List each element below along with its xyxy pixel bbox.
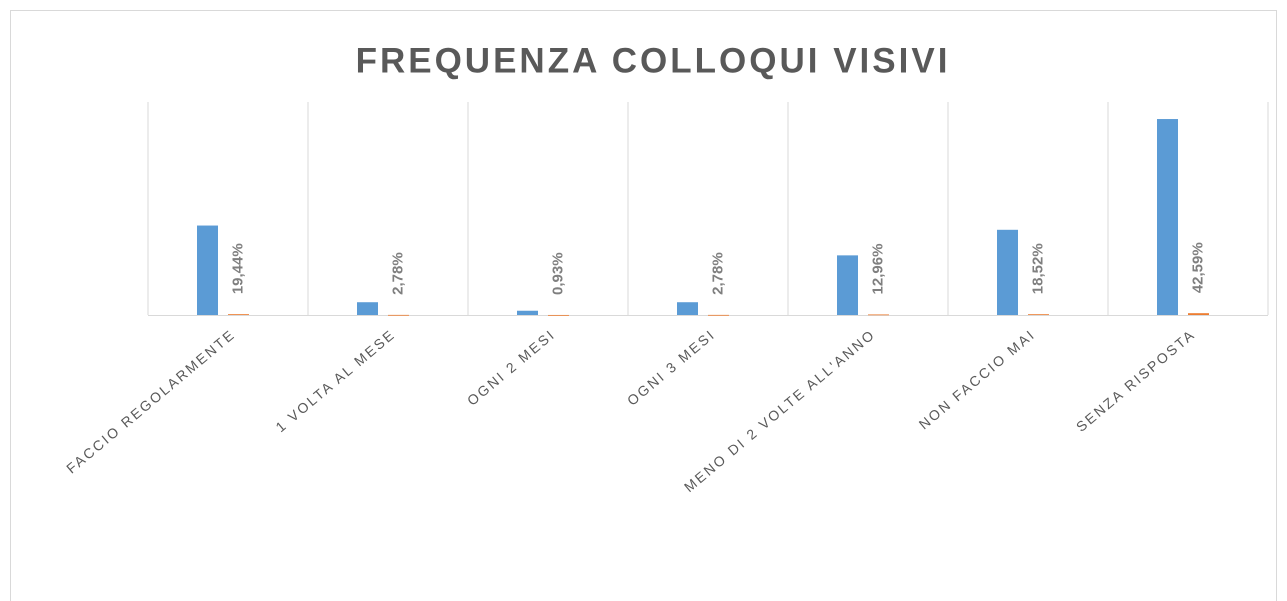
bar: [1028, 314, 1049, 316]
bar: [517, 310, 538, 315]
bar: [837, 255, 858, 315]
bar: [997, 229, 1018, 315]
bar: [1188, 313, 1209, 315]
data-label: 2,78%: [389, 252, 406, 295]
bar: [197, 225, 218, 315]
data-label: 42,59%: [1189, 242, 1206, 293]
chart-border: [10, 10, 1277, 601]
bar: [1157, 119, 1178, 315]
data-label: 0,93%: [549, 252, 566, 295]
chart-title: FREQUENZA COLLOQUI VISIVI: [356, 41, 951, 80]
data-label: 18,52%: [1029, 243, 1046, 294]
data-label: 12,96%: [869, 244, 886, 295]
bar: [388, 314, 409, 316]
bar: [357, 302, 378, 315]
bar: [677, 302, 698, 315]
bar: [868, 314, 889, 316]
bar: [708, 314, 729, 316]
data-label: 19,44%: [229, 243, 246, 294]
bar: [548, 314, 569, 316]
data-label: 2,78%: [709, 252, 726, 295]
bar: [228, 314, 249, 315]
